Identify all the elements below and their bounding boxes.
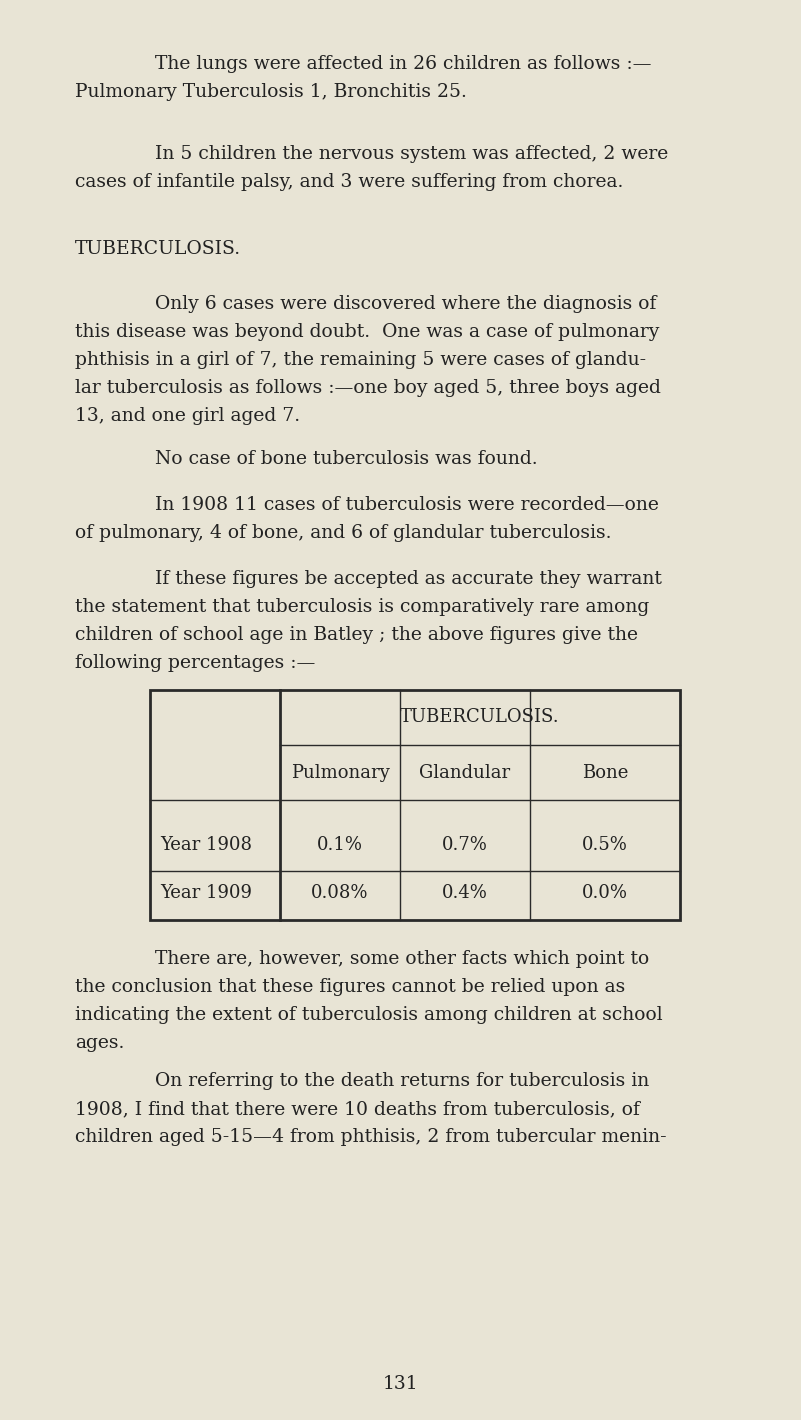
Text: lar tuberculosis as follows :—one boy aged 5, three boys aged: lar tuberculosis as follows :—one boy ag… — [75, 379, 661, 398]
Text: In 1908 11 cases of tuberculosis were recorded—one: In 1908 11 cases of tuberculosis were re… — [155, 496, 659, 514]
Text: Bone: Bone — [582, 764, 628, 781]
Text: Glandular: Glandular — [420, 764, 510, 781]
Text: Year 1909: Year 1909 — [160, 885, 252, 902]
Text: In 5 children the nervous system was affected, 2 were: In 5 children the nervous system was aff… — [155, 145, 668, 163]
Text: The lungs were affected in 26 children as follows :—: The lungs were affected in 26 children a… — [155, 55, 651, 72]
Text: TUBERCULOSIS.: TUBERCULOSIS. — [400, 709, 560, 727]
Text: the conclusion that these figures cannot be relied upon as: the conclusion that these figures cannot… — [75, 978, 626, 995]
Text: On referring to the death returns for tuberculosis in: On referring to the death returns for tu… — [155, 1072, 650, 1091]
Text: 131: 131 — [383, 1375, 418, 1393]
Text: children of school age in Batley ; the above figures give the: children of school age in Batley ; the a… — [75, 626, 638, 645]
Text: 0.4%: 0.4% — [442, 885, 488, 902]
Text: following percentages :—: following percentages :— — [75, 655, 316, 672]
Bar — [150, 690, 680, 920]
Text: There are, however, some other facts which point to: There are, however, some other facts whi… — [155, 950, 650, 968]
Text: 1908, I find that there were 10 deaths from tuberculosis, of: 1908, I find that there were 10 deaths f… — [75, 1100, 640, 1118]
Text: children aged 5-15—4 from phthisis, 2 from tubercular menin-: children aged 5-15—4 from phthisis, 2 fr… — [75, 1127, 666, 1146]
Text: 0.1%: 0.1% — [317, 836, 363, 853]
Text: cases of infantile palsy, and 3 were suffering from chorea.: cases of infantile palsy, and 3 were suf… — [75, 173, 623, 192]
Text: 13, and one girl aged 7.: 13, and one girl aged 7. — [75, 408, 300, 425]
Text: No case of bone tuberculosis was found.: No case of bone tuberculosis was found. — [155, 450, 537, 469]
Text: Pulmonary Tuberculosis 1, Bronchitis 25.: Pulmonary Tuberculosis 1, Bronchitis 25. — [75, 82, 467, 101]
Text: 0.0%: 0.0% — [582, 885, 628, 902]
Text: 0.08%: 0.08% — [312, 885, 368, 902]
Text: If these figures be accepted as accurate they warrant: If these figures be accepted as accurate… — [155, 569, 662, 588]
Text: this disease was beyond doubt.  One was a case of pulmonary: this disease was beyond doubt. One was a… — [75, 322, 659, 341]
Text: the statement that tuberculosis is comparatively rare among: the statement that tuberculosis is compa… — [75, 598, 650, 616]
Text: TUBERCULOSIS.: TUBERCULOSIS. — [75, 240, 241, 258]
Text: Pulmonary: Pulmonary — [291, 764, 389, 781]
Text: of pulmonary, 4 of bone, and 6 of glandular tuberculosis.: of pulmonary, 4 of bone, and 6 of glandu… — [75, 524, 611, 542]
Text: indicating the extent of tuberculosis among children at school: indicating the extent of tuberculosis am… — [75, 1005, 662, 1024]
Text: Only 6 cases were discovered where the diagnosis of: Only 6 cases were discovered where the d… — [155, 295, 656, 312]
Text: 0.7%: 0.7% — [442, 836, 488, 853]
Text: Year 1908: Year 1908 — [160, 836, 252, 853]
Text: 0.5%: 0.5% — [582, 836, 628, 853]
Text: phthisis in a girl of 7, the remaining 5 were cases of glandu-: phthisis in a girl of 7, the remaining 5… — [75, 351, 646, 369]
Text: ages.: ages. — [75, 1034, 124, 1052]
